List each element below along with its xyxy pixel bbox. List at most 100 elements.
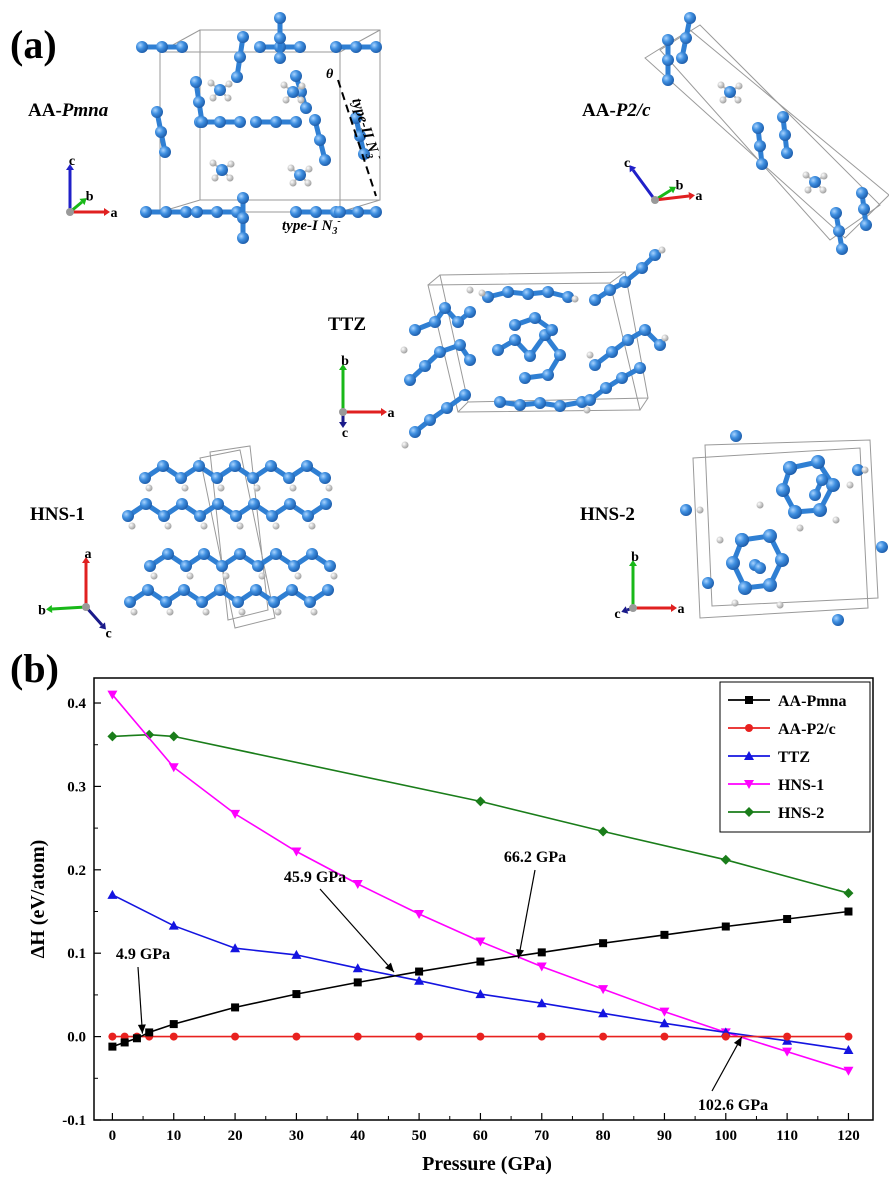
azide-molecule	[330, 41, 382, 53]
hydrogen-atom	[661, 334, 669, 342]
data-point	[599, 939, 608, 948]
x-tick-label: 60	[473, 1128, 488, 1144]
data-point	[292, 990, 301, 999]
axis-triad: c b a	[66, 154, 118, 221]
ttz-chain	[589, 324, 666, 371]
hydrogen-atom	[796, 524, 804, 532]
hns-1-chain	[124, 584, 334, 608]
x-tick-label: 80	[596, 1128, 611, 1144]
ttz-chain	[589, 249, 661, 306]
ttz-structure	[427, 271, 649, 413]
hydrogen-atom	[325, 484, 333, 492]
hydrogen-atom	[236, 522, 244, 530]
data-point	[291, 949, 302, 959]
hydrogen-atom	[717, 81, 725, 89]
axis-triad: b c a	[339, 354, 395, 441]
hydrogen-atom	[731, 599, 739, 607]
data-point	[475, 796, 486, 807]
axis-triad-label: b	[676, 179, 684, 194]
axis-triad-label: b	[86, 190, 94, 205]
annotation-layer: 4.9 GPa 45.9 GPa 66.2 GPa 102.6 GPa	[116, 849, 768, 1114]
data-point	[231, 1003, 240, 1012]
hydrogen-atom	[181, 484, 189, 492]
ttz-chain	[409, 302, 476, 336]
axis-triad-label: a	[678, 602, 685, 617]
hydrogen-atom	[282, 96, 290, 104]
azide-molecule	[309, 114, 331, 166]
hydrogen-atom	[294, 572, 302, 580]
hydrogen-atom	[310, 608, 318, 616]
axis-triad-label: c	[342, 426, 348, 441]
y-tick-label: 0.0	[67, 1030, 86, 1046]
data-point	[843, 1044, 854, 1054]
hydrogen-atom	[401, 441, 409, 449]
axis-triad-label: c	[614, 607, 620, 622]
data-point	[660, 930, 669, 939]
type-ii-axis-line	[337, 79, 377, 197]
data-point	[536, 962, 547, 972]
hydrogen-atom	[466, 286, 474, 294]
nitrogen-atom	[852, 464, 864, 476]
hydrogen-atom	[238, 608, 246, 616]
data-point	[231, 1032, 240, 1041]
azide-molecule	[274, 12, 286, 64]
data-point	[659, 1018, 670, 1028]
data-point	[476, 1032, 485, 1041]
hns-1-chain	[122, 498, 332, 522]
hydrogen-atom	[400, 346, 408, 354]
data-point	[292, 1032, 301, 1041]
plot-frame	[93, 677, 874, 1121]
data-point	[108, 1032, 117, 1041]
legend-entry: HNS-1	[728, 777, 824, 794]
hydrogen-atom	[571, 295, 579, 303]
azide-molecule	[140, 206, 192, 218]
legend-entry: HNS-2	[728, 805, 824, 822]
transition-annotation: 45.9 GPa	[284, 869, 395, 973]
hydrogen-atom	[272, 522, 280, 530]
data-point	[168, 920, 179, 930]
structure-label-hns-2: HNS-2	[580, 504, 635, 525]
axis-triad-label: a	[695, 189, 702, 204]
x-tick-label: 70	[534, 1128, 549, 1144]
hydrogen-atom	[298, 82, 306, 90]
data-point	[291, 847, 302, 857]
hydrogen-atom	[202, 608, 210, 616]
hydrogen-atom	[330, 572, 338, 580]
axis-triad: b c a	[614, 550, 684, 622]
azide-molecule	[830, 207, 848, 255]
hydrogen-atom	[222, 572, 230, 580]
ammonium-cation	[280, 81, 306, 104]
x-tick-label: 30	[289, 1128, 304, 1144]
hydrogen-atom	[289, 179, 297, 187]
data-point	[353, 978, 362, 987]
data-point	[168, 731, 179, 742]
legend-marker	[745, 696, 753, 704]
ammonium-cation	[207, 79, 233, 102]
ttz-chain	[509, 312, 558, 336]
hydrogen-atom	[804, 186, 812, 194]
hydrogen-atom	[586, 351, 594, 359]
azide-molecule	[237, 192, 249, 244]
hydrogen-atom	[776, 601, 784, 609]
hydrogen-atom	[274, 608, 282, 616]
azide-molecule	[191, 206, 243, 218]
legend-marker	[744, 751, 754, 760]
data-point	[720, 854, 731, 865]
ttz-ring	[492, 329, 566, 384]
structure-label-aa-p2c: AA-P2/c	[582, 100, 651, 121]
type-i-label: type-I N3-	[282, 216, 341, 237]
y-tick-label: 0.1	[67, 946, 86, 962]
hydrogen-atom	[253, 484, 261, 492]
hns-1-chain	[139, 460, 331, 484]
hydrogen-atom	[207, 79, 215, 87]
azide-molecule	[190, 76, 208, 128]
hns-2-bond	[809, 474, 828, 501]
annotation-label: 66.2 GPa	[504, 849, 566, 866]
hydrogen-atom	[832, 516, 840, 524]
legend-label: TTZ	[778, 749, 810, 766]
aa-pmna-molecules	[136, 12, 382, 244]
data-point	[660, 1032, 669, 1041]
hydrogen-atom	[200, 522, 208, 530]
axis-triad-label: b	[341, 354, 349, 369]
hns-1-chain	[144, 548, 336, 572]
